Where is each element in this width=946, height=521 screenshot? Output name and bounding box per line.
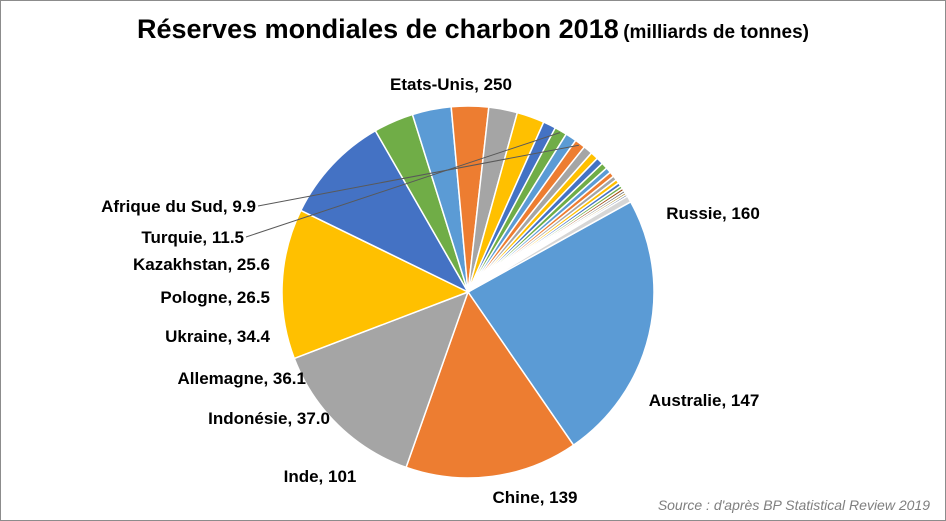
data-label-chine: Chine, 139 xyxy=(492,488,577,507)
data-label-inde: Inde, 101 xyxy=(284,467,357,486)
pie-slice-australie xyxy=(293,290,470,469)
leader-line-turquie xyxy=(245,132,561,238)
data-label-allemagne: Allemagne, 36.1 xyxy=(177,369,306,388)
pie-slice-etats-unis xyxy=(466,200,655,447)
data-label-russie: Russie, 160 xyxy=(666,204,760,223)
data-label-etats-unis: Etats-Unis, 250 xyxy=(390,75,512,94)
data-label-australie: Australie, 147 xyxy=(649,391,760,410)
pie-slice-inde xyxy=(299,129,470,294)
data-label-kazakhstan: Kazakhstan, 25.6 xyxy=(133,255,270,274)
chart-subtitle: (milliards de tonnes) xyxy=(623,22,809,43)
data-label-ukraine: Ukraine, 34.4 xyxy=(165,327,270,346)
chart-title: Réserves mondiales de charbon 2018 xyxy=(137,14,619,44)
data-label-pologne: Pologne, 26.5 xyxy=(160,288,270,307)
leader-lines xyxy=(245,132,579,238)
data-labels: Etats-Unis, 250 Russie, 160 Australie, 147… xyxy=(101,75,760,507)
pie-slice-russie xyxy=(405,290,575,479)
data-label-turquie: Turquie, 11.5 xyxy=(141,228,244,247)
leader-line-afrique-du-sud xyxy=(257,144,579,207)
pie-slices xyxy=(281,105,655,479)
data-label-afrique-du-sud: Afrique du Sud, 9.9 xyxy=(101,197,256,216)
data-label-indonesie: Indonésie, 37.0 xyxy=(208,409,330,428)
pie-slice-other-28 xyxy=(467,195,632,293)
chart-title-block: Réserves mondiales de charbon 2018 (mill… xyxy=(0,14,946,45)
source-note: Source : d'après BP Statistical Review 2… xyxy=(657,497,930,513)
